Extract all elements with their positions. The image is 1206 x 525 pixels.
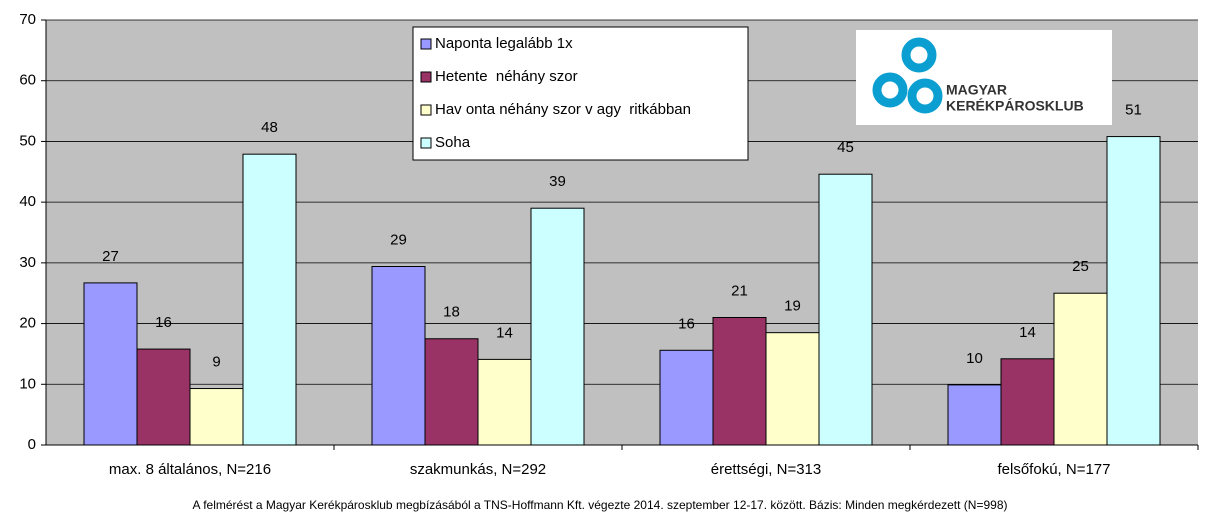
footnote: A felmérést a Magyar Kerékpárosklub megb… xyxy=(193,498,1008,512)
legend-label: Hav onta néhány szor v agy ritkábban xyxy=(435,101,691,118)
x-tick-label: felsőfokú, N=177 xyxy=(998,461,1111,478)
bar xyxy=(765,332,820,446)
x-tick-label: max. 8 általános, N=216 xyxy=(109,461,271,478)
data-label: 9 xyxy=(212,354,220,371)
data-label: 25 xyxy=(1072,258,1089,275)
bar xyxy=(424,338,479,446)
y-tick-label: 30 xyxy=(19,254,36,271)
y-tick-label: 20 xyxy=(19,315,36,332)
legend xyxy=(412,26,749,161)
data-label: 10 xyxy=(966,350,983,367)
data-label: 45 xyxy=(837,139,854,156)
legend-entries: Naponta legalább 1x Hetente néhány szor Ha… xyxy=(420,35,691,151)
data-label: 14 xyxy=(496,324,513,341)
bar xyxy=(659,349,714,446)
x-tick-label: érettségi, N=313 xyxy=(711,461,822,478)
y-tick-label: 10 xyxy=(19,375,36,392)
y-tick-label: 0 xyxy=(28,436,36,453)
y-tick-label: 40 xyxy=(19,193,36,210)
legend-label: Hetente néhány szor xyxy=(435,68,578,85)
legend-swatch xyxy=(420,38,432,50)
legend-label: Naponta legalább 1x xyxy=(435,35,573,52)
bar xyxy=(1053,292,1108,446)
logo-text: KERÉKPÁROSKLUB xyxy=(946,98,1084,114)
bar xyxy=(818,173,873,446)
legend-swatch xyxy=(420,137,432,149)
data-label: 27 xyxy=(102,248,119,265)
bar xyxy=(712,317,767,446)
legend-label: Soha xyxy=(435,134,471,151)
data-label: 16 xyxy=(678,315,695,332)
ring xyxy=(872,72,908,108)
bars: 27 16 9 48 29 18 14 39 16 21 19 45 10 14 25 51 xyxy=(83,102,1161,446)
data-label: 29 xyxy=(390,231,407,248)
bar xyxy=(477,358,532,446)
data-label: 19 xyxy=(784,298,801,315)
bar xyxy=(530,207,585,446)
x-tick-label: szakmunkás, N=292 xyxy=(410,461,546,478)
ring xyxy=(907,78,943,114)
data-label: 18 xyxy=(443,304,460,321)
bar xyxy=(1106,136,1161,446)
bar xyxy=(371,266,426,446)
data-label: 39 xyxy=(549,173,566,190)
data-label: 51 xyxy=(1125,102,1142,119)
bar xyxy=(242,153,297,446)
bar xyxy=(83,282,138,446)
bar xyxy=(947,384,1002,446)
bar xyxy=(1000,358,1055,446)
data-label: 14 xyxy=(1019,324,1036,341)
logo: MAGYAR KERÉKPÁROSKLUB xyxy=(856,30,1112,125)
legend-swatch xyxy=(420,71,432,83)
y-tick-label: 50 xyxy=(19,132,36,149)
y-tick-label: 70 xyxy=(19,11,36,28)
y-tick-label: 60 xyxy=(19,72,36,89)
data-label: 21 xyxy=(731,282,748,299)
legend-swatch xyxy=(420,104,432,116)
data-label: 16 xyxy=(155,314,172,331)
bar xyxy=(136,348,191,446)
logo-text: MAGYAR xyxy=(946,82,1007,98)
ring xyxy=(901,37,937,73)
data-label: 48 xyxy=(261,119,278,136)
logo-rings xyxy=(872,37,943,114)
bar xyxy=(189,388,244,446)
